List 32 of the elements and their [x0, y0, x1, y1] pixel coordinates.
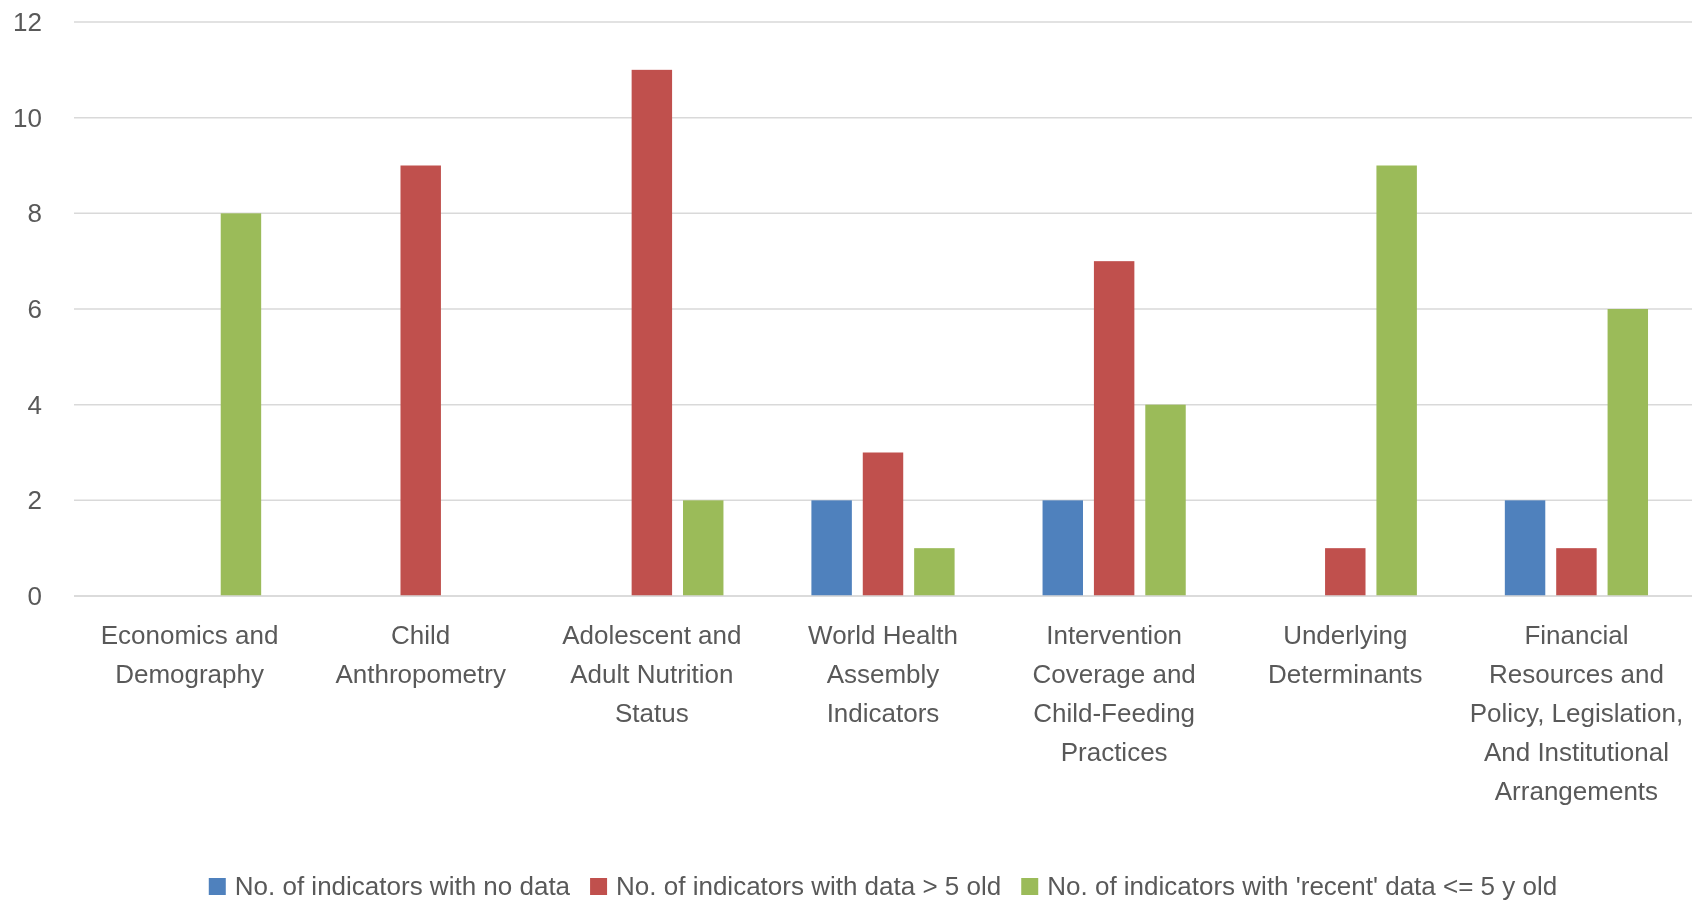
bar [862, 452, 904, 596]
bar [400, 165, 441, 596]
y-tick-label: 4 [27, 389, 42, 420]
y-tick-label: 2 [27, 485, 42, 516]
x-tick-label: Adolescent and Adult Nutrition Status [562, 620, 742, 728]
x-tick-label: Child Anthropometry [335, 620, 506, 689]
bar [811, 500, 852, 596]
y-tick-label: 8 [27, 198, 42, 229]
x-tick-label: Economics and Demography [100, 620, 279, 689]
bar [1042, 500, 1083, 596]
y-tick-label: 12 [13, 7, 42, 38]
x-tick-label: Underlying Determinants [1267, 620, 1423, 689]
y-tick-label: 6 [27, 294, 42, 325]
bar [1607, 309, 1649, 596]
bar [914, 548, 955, 596]
legend-label: No. of indicators with data > 5 old [616, 871, 1002, 901]
x-tick-label: World Health Assembly Indicators [808, 620, 958, 728]
bar [1145, 404, 1186, 596]
bar [1556, 548, 1597, 596]
bar [631, 69, 673, 596]
bar [220, 213, 262, 596]
bar [683, 500, 724, 596]
legend-label: No. of indicators with no data [234, 871, 571, 901]
x-tick-label: Intervention Coverage and Child-Feeding Practices [1032, 620, 1196, 767]
legend-label: No. of indicators with 'recent' data <= 5 y old [1047, 871, 1558, 901]
bar [1376, 165, 1417, 596]
bar [1325, 548, 1366, 596]
y-tick-label: 10 [13, 102, 42, 133]
bar [1504, 500, 1546, 596]
y-tick-label: 0 [27, 581, 42, 612]
bar [1093, 261, 1135, 596]
x-tick-label: Financial Resources and Policy, Legislation, And Institutional Arrangements [1469, 620, 1684, 806]
